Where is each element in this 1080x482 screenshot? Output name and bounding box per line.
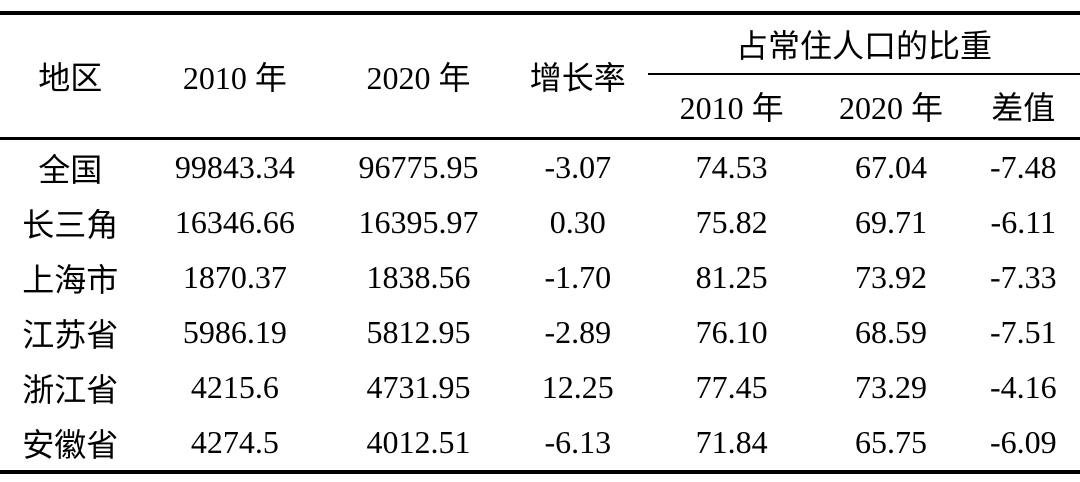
share-2020-cell: 65.75 <box>854 424 927 460</box>
share-2020-cell: 73.29 <box>854 369 927 405</box>
growth-rate-cell: -1.70 <box>544 259 612 295</box>
region-cell: 安徽省 <box>22 426 119 463</box>
value-2020-cell: 4731.95 <box>366 369 471 405</box>
population-share-table: 地区 2010 年 2020 年 增长率 占常住人口的比重 2010 年 202… <box>0 11 1080 474</box>
col-header-2020: 2020 年 <box>366 60 471 96</box>
share-2010-cell: 81.25 <box>695 259 768 295</box>
share-2010-cell: 71.84 <box>695 424 768 460</box>
share-2010-cell: 77.45 <box>695 369 768 405</box>
value-2020-cell: 1838.56 <box>366 259 471 295</box>
value-2010-cell: 5986.19 <box>182 314 287 350</box>
col-header-share-2020: 2020 年 <box>838 90 943 126</box>
share-2020-cell: 69.71 <box>854 204 927 240</box>
difference-cell: -7.51 <box>989 314 1057 350</box>
value-2010-cell: 16346.66 <box>174 204 295 240</box>
col-header-share-2010: 2010 年 <box>679 90 784 126</box>
growth-rate-cell: -3.07 <box>507 137 648 195</box>
col-header-2010: 2010 年 <box>182 60 287 96</box>
col-header-difference: 差值 <box>991 90 1056 126</box>
value-2010-cell: 4274.5 <box>190 424 279 460</box>
difference-cell: -6.09 <box>989 424 1057 460</box>
share-2020-cell: 68.59 <box>854 314 927 350</box>
value-2020-cell: 4012.51 <box>366 424 471 460</box>
value-2020-cell: 5812.95 <box>366 314 471 350</box>
table-row: 安徽省 4274.5 4012.51 -6.13 71.84 65.75 -6.… <box>0 415 1080 472</box>
table-row: 全国 99843.34 96775.95 -3.07 74.53 67.04 -… <box>0 137 1080 195</box>
difference-cell: -7.48 <box>966 137 1080 195</box>
growth-rate-cell: 12.25 <box>541 369 614 405</box>
difference-cell: -6.11 <box>990 204 1056 240</box>
value-2010-cell: 99843.34 <box>140 137 330 195</box>
region-cell: 全国 <box>0 137 141 195</box>
growth-rate-cell: -2.89 <box>544 314 612 350</box>
value-2020-cell: 96775.95 <box>329 137 508 195</box>
share-2010-cell: 76.10 <box>695 314 768 350</box>
region-cell: 长三角 <box>22 206 119 243</box>
share-2020-cell: 67.04 <box>815 137 967 195</box>
value-2010-cell: 1870.37 <box>182 259 287 295</box>
table-row: 上海市 1870.37 1838.56 -1.70 81.25 73.92 -7… <box>0 250 1080 305</box>
table-row: 江苏省 5986.19 5812.95 -2.89 76.10 68.59 -7… <box>0 305 1080 360</box>
growth-rate-cell: 0.30 <box>549 204 606 240</box>
growth-rate-cell: -6.13 <box>544 424 612 460</box>
region-cell: 上海市 <box>22 261 119 298</box>
value-2010-cell: 4215.6 <box>190 369 279 405</box>
table-row: 浙江省 4215.6 4731.95 12.25 77.45 73.29 -4.… <box>0 360 1080 415</box>
value-2020-cell: 16395.97 <box>358 204 479 240</box>
difference-cell: -4.16 <box>989 369 1057 405</box>
col-header-growth-rate: 增长率 <box>529 60 626 96</box>
col-header-share-group: 占常住人口的比重 <box>647 13 1080 75</box>
table-row: 长三角 16346.66 16395.97 0.30 75.82 69.71 -… <box>0 195 1080 250</box>
share-2010-cell: 75.82 <box>695 204 768 240</box>
share-2010-cell: 74.53 <box>647 137 816 195</box>
region-cell: 浙江省 <box>22 371 119 408</box>
difference-cell: -7.33 <box>989 259 1057 295</box>
share-2020-cell: 73.92 <box>854 259 927 295</box>
region-cell: 江苏省 <box>22 316 119 353</box>
col-header-region: 地区 <box>38 60 103 96</box>
